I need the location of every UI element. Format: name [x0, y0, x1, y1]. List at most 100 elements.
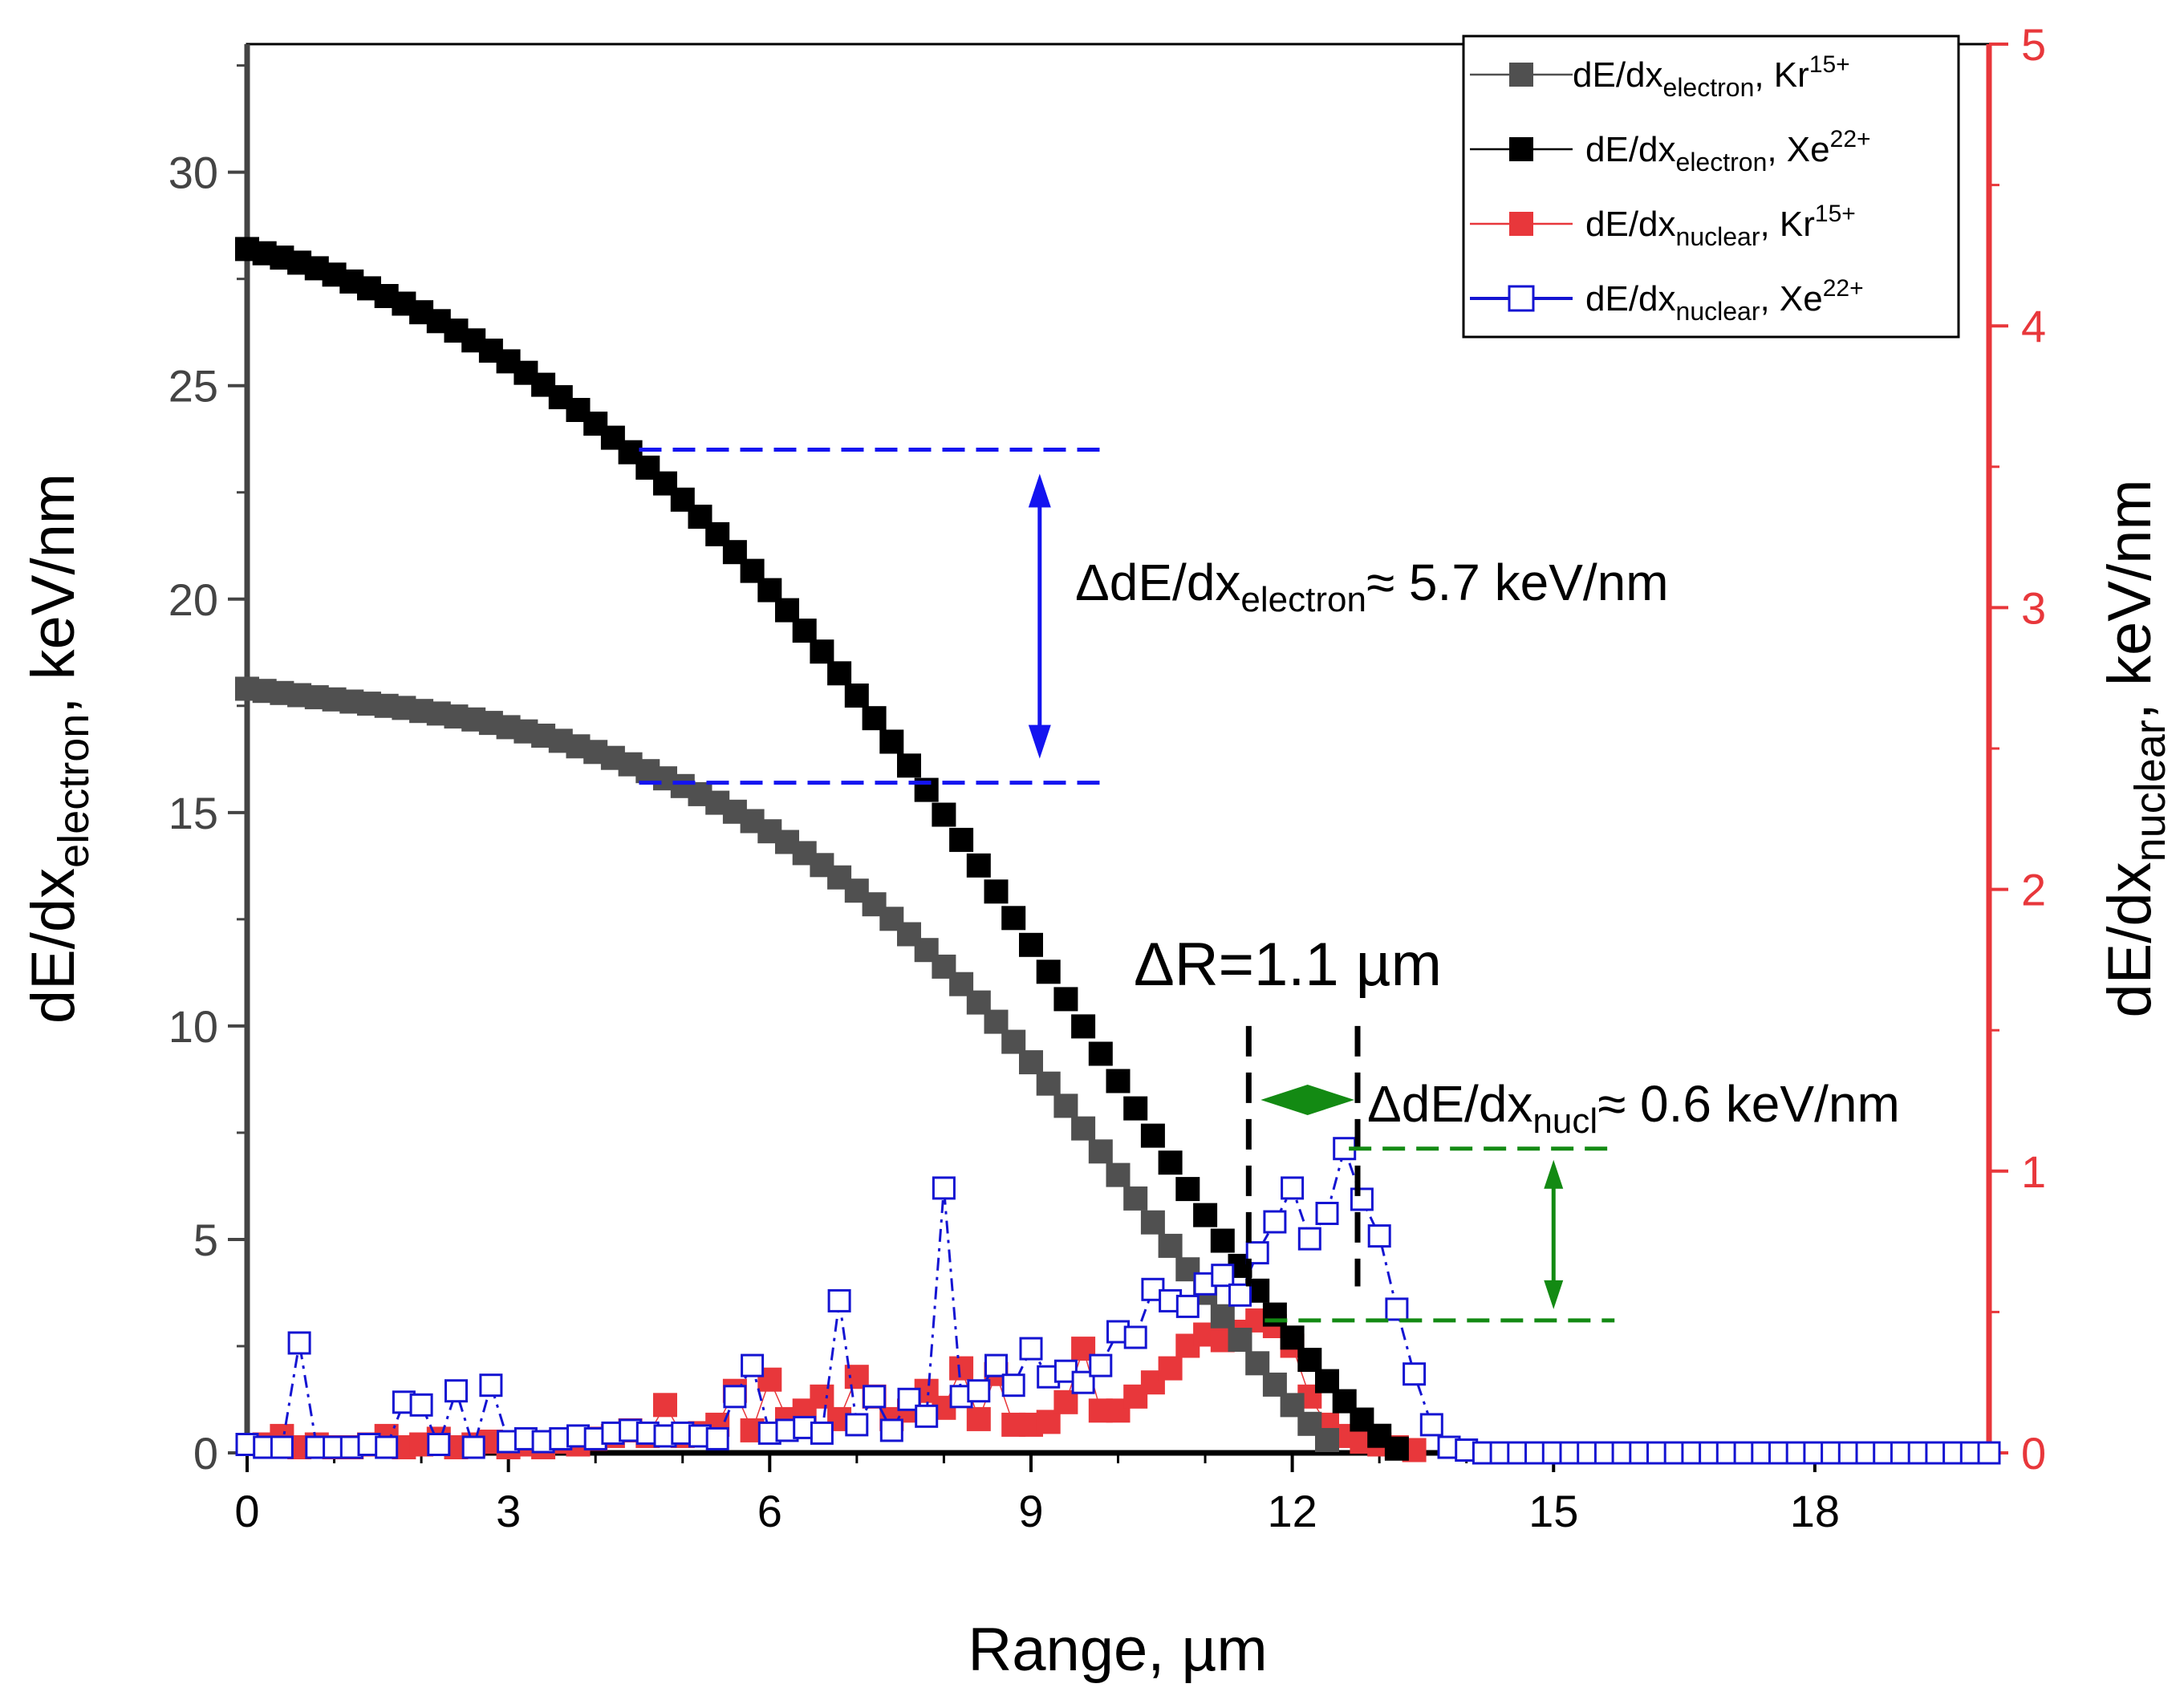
legend-entry-xe-nuclear: dE/dxnuclear, Xe22+	[1585, 275, 1864, 326]
legend-symbols	[1470, 63, 1573, 312]
data-point	[1053, 1390, 1078, 1414]
data-point	[966, 853, 991, 878]
data-point	[1297, 1348, 1322, 1372]
annotation-delta-nuclear-prefix: ΔdE/dx	[1367, 1075, 1532, 1133]
data-point	[1001, 1373, 1025, 1398]
data-point	[984, 879, 1009, 904]
annotation-delta-electron-prefix: ΔdE/dx	[1075, 554, 1240, 611]
data-point	[862, 706, 887, 731]
data-point	[653, 1393, 677, 1418]
right-y-tick-label-2: 2	[2021, 865, 2046, 915]
legend-marker-0	[1509, 63, 1533, 87]
data-point	[1053, 987, 1078, 1012]
right-y-axis-ticks: 0 1 2 3 4 5	[1989, 19, 2046, 1479]
data-point	[1071, 1014, 1096, 1039]
right-y-axis-title-tail: , keV/nm	[2096, 479, 2164, 720]
right-y-axis-title-sub: nuclear	[2126, 720, 2174, 862]
data-point	[949, 1356, 974, 1381]
x-tick-label-9: 9	[1018, 1486, 1043, 1536]
left-y-tick-label-25: 25	[168, 361, 218, 412]
legend-marker-1	[1509, 137, 1533, 161]
data-point	[1158, 1356, 1183, 1381]
x-tick-label-6: 6	[757, 1486, 782, 1536]
annotation-delta-nuclear: ΔdE/dxnucl≈ 0.6 keV/nm	[1367, 1075, 1900, 1141]
data-point	[879, 729, 904, 754]
data-point	[1123, 1186, 1148, 1211]
data-point	[1175, 1294, 1200, 1318]
nuclear-arrow-head-down	[1544, 1280, 1564, 1309]
data-point	[1385, 1297, 1409, 1321]
right-y-axis-title: dE/dxnuclear, keV/nm	[2096, 479, 2174, 1017]
data-point	[287, 1331, 311, 1355]
data-point	[810, 1384, 834, 1409]
data-point	[1315, 1428, 1339, 1452]
right-y-tick-label-3: 3	[2021, 582, 2046, 633]
legend-box	[1462, 34, 1960, 339]
data-point	[1175, 1177, 1200, 1202]
x-axis-ticks: 0 3 6 9 12 15 18	[234, 1453, 1903, 1536]
data-point	[445, 1379, 468, 1403]
left-y-tick-label-5: 5	[193, 1215, 218, 1265]
data-point	[427, 1433, 451, 1456]
data-point	[1106, 1069, 1131, 1093]
data-point	[1088, 1041, 1113, 1066]
data-point	[966, 1406, 991, 1431]
data-point	[810, 1421, 834, 1445]
data-point	[1262, 1302, 1287, 1327]
data-point	[1158, 1233, 1183, 1258]
data-point	[1228, 1283, 1252, 1307]
data-point	[270, 1435, 294, 1459]
data-point	[897, 1387, 921, 1411]
x-tick-label-3: 3	[496, 1486, 521, 1536]
data-point	[1419, 1413, 1443, 1437]
annotation-delta-range: ΔR=1.1 µm	[1134, 931, 1442, 999]
data-point	[1263, 1210, 1287, 1234]
data-point	[792, 619, 817, 643]
data-point	[741, 1353, 765, 1377]
legend-entry-kr-electron: dE/dxelectron, Kr15+	[1573, 51, 1850, 102]
data-point	[1210, 1228, 1235, 1253]
annotation-delta-electron-sub: electron	[1240, 580, 1366, 619]
data-point	[1262, 1372, 1287, 1397]
electron-arrow-head-up	[1028, 473, 1051, 508]
data-point	[915, 1404, 939, 1428]
data-point	[1350, 1187, 1374, 1211]
right-y-axis-title-main: dE/dx	[2096, 862, 2164, 1017]
data-point	[1019, 932, 1043, 957]
left-y-tick-label-15: 15	[168, 788, 218, 838]
data-point	[1367, 1224, 1391, 1248]
data-point	[1106, 1162, 1131, 1187]
data-point	[1280, 1325, 1305, 1350]
data-point	[1036, 1071, 1061, 1096]
data-point	[1281, 1176, 1305, 1200]
data-point	[1297, 1227, 1321, 1251]
data-point	[897, 753, 921, 778]
data-point	[984, 1353, 1008, 1377]
data-point	[1019, 1050, 1043, 1075]
data-point	[879, 1418, 903, 1442]
annotation-delta-electron-suffix: ≈ 5.7 keV/nm	[1366, 554, 1669, 611]
left-y-axis-title-sub: electron	[50, 714, 98, 868]
data-point	[705, 1426, 729, 1450]
data-point	[1088, 1139, 1113, 1164]
annotation-layer	[639, 448, 1615, 1323]
right-y-tick-label-1: 1	[2021, 1146, 2046, 1197]
left-y-axis-ticks: 0 5 10 15 20 25 30	[168, 64, 247, 1479]
data-point	[932, 1176, 956, 1200]
legend-marker-3	[1508, 285, 1535, 312]
data-point	[1403, 1362, 1427, 1386]
data-point	[1140, 1210, 1165, 1235]
data-point	[827, 1288, 851, 1312]
x-tick-label-0: 0	[234, 1486, 259, 1536]
data-point	[1053, 1093, 1078, 1118]
annotation-delta-nuclear-sub: nucl	[1532, 1101, 1597, 1141]
legend: dE/dxelectron, Kr15+ dE/dxelectron, Xe22…	[1462, 34, 1960, 339]
data-point	[775, 598, 799, 623]
data-point	[1210, 1304, 1235, 1329]
data-point	[461, 1435, 485, 1459]
left-y-axis-title-tail: , keV/nm	[19, 473, 87, 714]
data-point	[827, 661, 852, 686]
nuclear-arrow-head-up	[1544, 1159, 1564, 1189]
data-point	[1123, 1325, 1147, 1349]
left-y-axis-title-main: dE/dx	[19, 868, 87, 1024]
